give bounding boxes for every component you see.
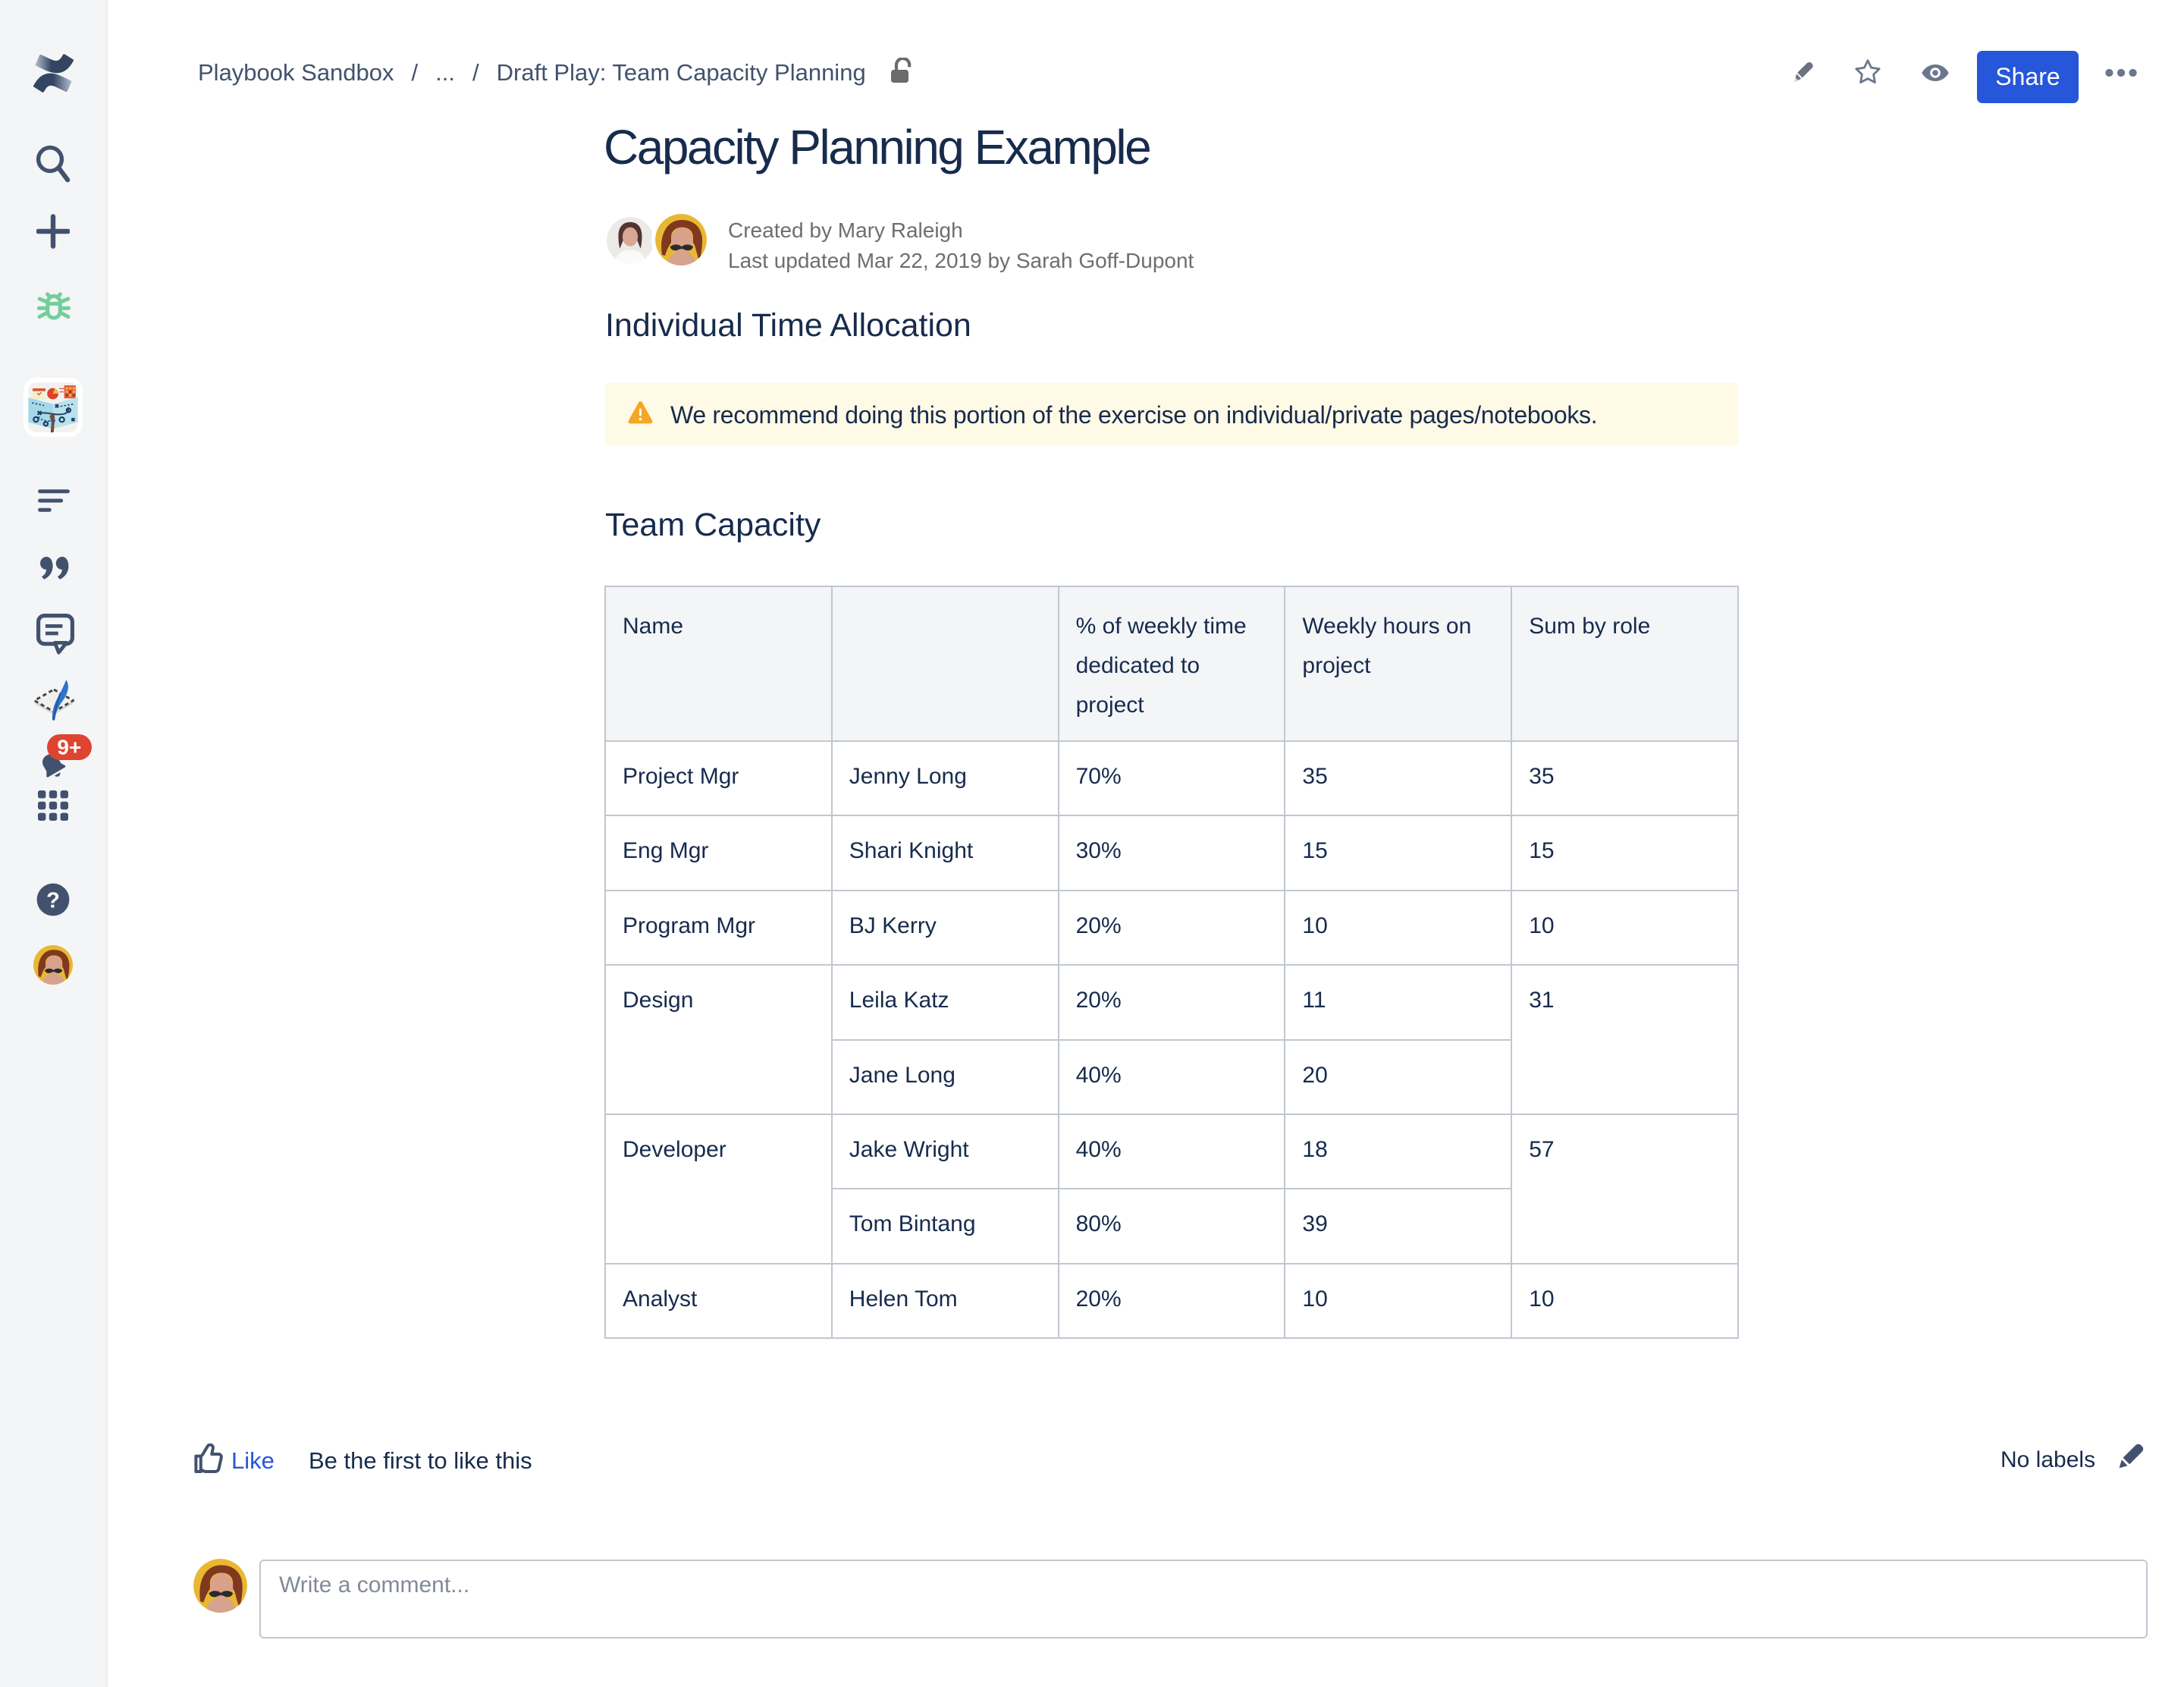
svg-text:9+: 9+	[57, 735, 81, 759]
svg-text:?: ?	[46, 888, 60, 913]
